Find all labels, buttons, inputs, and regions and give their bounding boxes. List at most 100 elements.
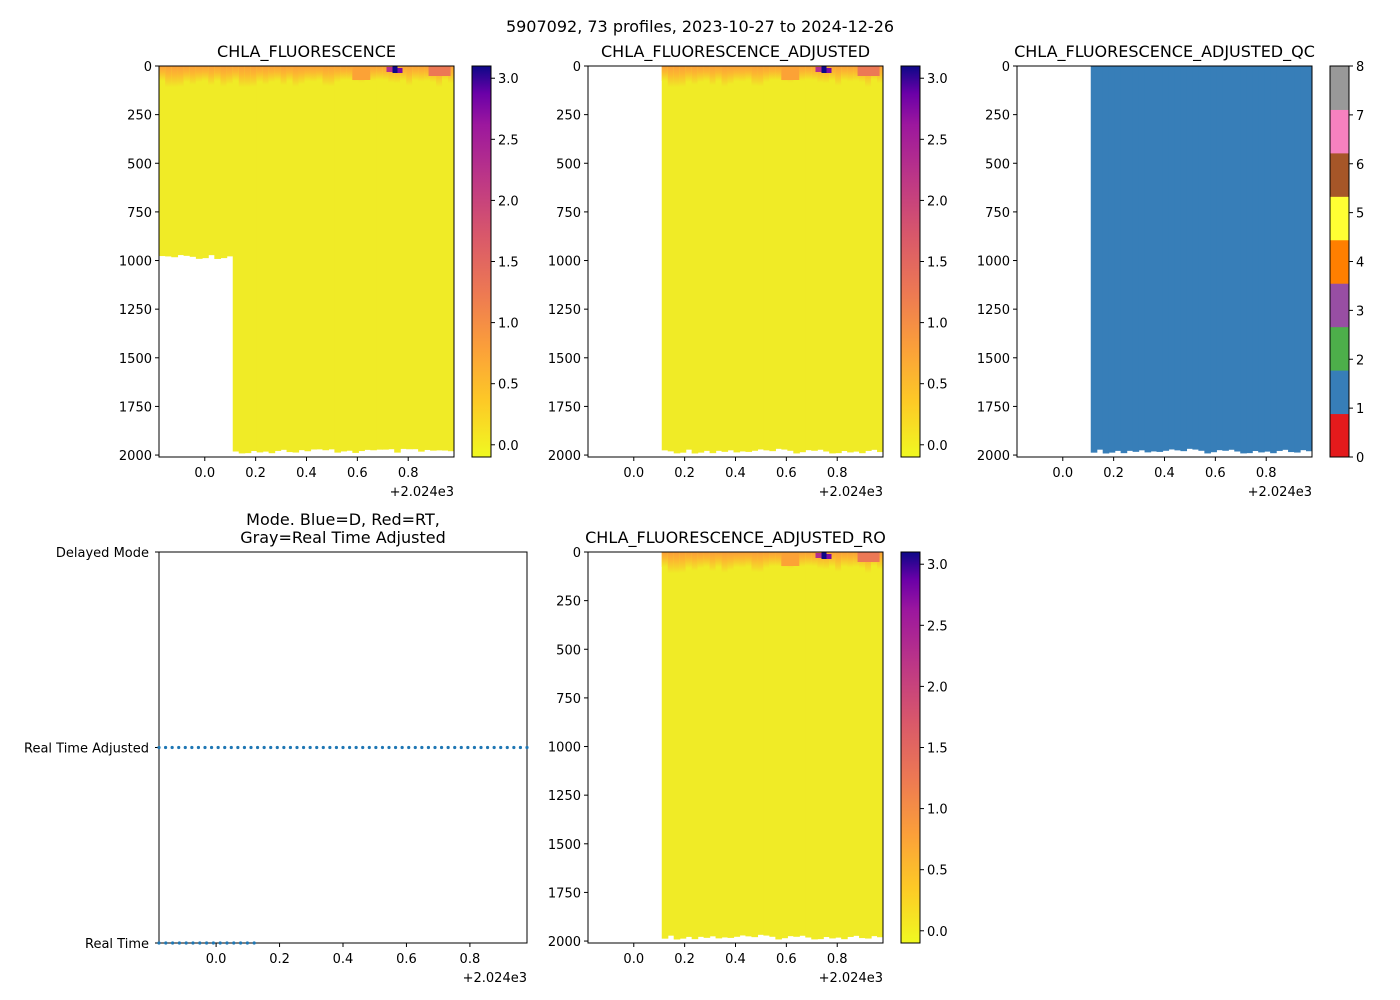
heatmap-column — [1192, 66, 1199, 450]
heatmap-column — [787, 552, 794, 937]
mode-point — [252, 941, 256, 945]
mode-point — [198, 941, 202, 945]
panel-title: CHLA_FLUORESCENCE_ADJUSTED_QC — [1014, 42, 1315, 62]
mode-point — [453, 745, 457, 750]
surface-layer — [448, 66, 454, 84]
surface-layer — [310, 66, 318, 82]
y-tick-label: 250 — [556, 595, 581, 610]
colorbar-tick-label: 2.0 — [498, 194, 519, 209]
heatmap-column — [334, 66, 341, 453]
high-value-cell — [397, 68, 403, 73]
x-tick-label: 0.4 — [1154, 466, 1175, 481]
x-tick-label: 0.2 — [245, 466, 266, 481]
heatmap-column — [298, 66, 306, 451]
colorbar-tick-label: 2 — [1356, 353, 1364, 368]
heatmap-column — [406, 66, 413, 450]
figure-title: 5907092, 73 profiles, 2023-10-27 to 2024… — [506, 17, 894, 36]
surface-layer — [805, 552, 812, 566]
colorbar-tick-label: 1.0 — [498, 317, 519, 332]
heatmap-column — [195, 66, 203, 259]
mode-point — [380, 745, 385, 750]
high-value-cell — [352, 66, 371, 80]
heatmap-column — [1108, 66, 1116, 453]
heatmap-column — [763, 66, 770, 451]
surface-layer — [853, 552, 860, 567]
heatmap-column — [709, 552, 717, 937]
mode-point — [341, 745, 345, 750]
surface-layer — [171, 66, 179, 88]
heatmap-column — [238, 66, 246, 454]
heatmap-column — [1264, 66, 1271, 452]
heatmap-column — [292, 66, 300, 453]
surface-layer — [418, 66, 425, 82]
heatmap-column — [1180, 66, 1188, 452]
surface-layer — [847, 66, 854, 82]
colorbar-tick-label: 2.0 — [927, 680, 948, 695]
y-tick-label: 1000 — [548, 741, 581, 756]
x-tick-label: 0.0 — [206, 952, 227, 967]
mode-point — [367, 745, 371, 750]
heatmap-column — [364, 66, 371, 450]
surface-layer — [382, 66, 389, 81]
surface-layer — [691, 552, 699, 571]
heatmap-column — [159, 66, 166, 257]
heatmap-column — [841, 552, 848, 940]
y-tick-label: 750 — [985, 206, 1010, 221]
heatmap-body — [661, 552, 883, 940]
surface-layer — [727, 552, 735, 571]
heatmap-column — [877, 66, 883, 453]
panel-title: CHLA_FLUORESCENCE_ADJUSTED — [601, 42, 870, 62]
heatmap-column — [745, 552, 753, 937]
heatmap-column — [823, 552, 830, 938]
y-tick-label: 500 — [556, 157, 581, 172]
colorbar-tick-label: 2.5 — [927, 133, 948, 148]
heatmap-column — [394, 66, 401, 453]
panel-title: Gray=Real Time Adjusted — [240, 528, 446, 547]
heatmap-column — [220, 66, 228, 259]
heatmap-column — [859, 66, 866, 454]
mode-point — [203, 745, 207, 750]
surface-layer — [745, 552, 753, 567]
mode-point — [204, 941, 209, 945]
heatmap-column — [751, 552, 759, 938]
high-value-cell — [815, 67, 822, 72]
colorbar-tick-label: 3.0 — [498, 72, 519, 87]
x-tick-label: 0.4 — [725, 466, 746, 481]
heatmap-column — [1222, 66, 1229, 451]
heatmap-column — [667, 552, 675, 936]
surface-layer — [817, 552, 824, 569]
heatmap-body — [159, 66, 454, 454]
surface-layer — [811, 552, 818, 567]
mode-point — [184, 941, 188, 945]
panel-chla_adj: 0.0 0.2 0.4 0.6 0.8 +2.024e3 0 250 500 750 1000 125… — [548, 42, 948, 500]
mode-point — [282, 745, 286, 750]
surface-layer — [721, 66, 729, 87]
heatmap-column — [853, 66, 860, 452]
mode-point — [328, 745, 332, 750]
y-tick-label: 0 — [144, 60, 152, 75]
high-value-cell — [857, 552, 880, 562]
heatmap-column — [751, 66, 759, 451]
y-tick-label: 1250 — [977, 303, 1010, 318]
x-tick-label: 0.0 — [1052, 466, 1073, 481]
heatmap-column — [226, 66, 234, 257]
surface-layer — [769, 552, 776, 567]
colorbar-tick-label: 0.0 — [927, 925, 948, 940]
mode-point — [400, 745, 404, 750]
colorbar-tick-label: 1.5 — [498, 256, 519, 271]
x-tick-label: 0.8 — [1256, 466, 1277, 481]
surface-layer — [238, 66, 246, 88]
y-tick-label: 1250 — [548, 303, 581, 318]
heatmap-column — [763, 552, 770, 936]
heatmap-column — [865, 552, 872, 939]
heatmap-column — [799, 66, 806, 453]
heatmap-column — [1156, 66, 1164, 452]
surface-layer — [829, 552, 836, 567]
surface-layer — [697, 552, 705, 569]
heatmap-column — [721, 552, 729, 938]
heatmap-column — [745, 66, 753, 452]
colorbar-tick-label: 1.5 — [927, 742, 948, 757]
heatmap-column — [232, 66, 240, 452]
x-tick-label: 0.0 — [623, 952, 644, 967]
